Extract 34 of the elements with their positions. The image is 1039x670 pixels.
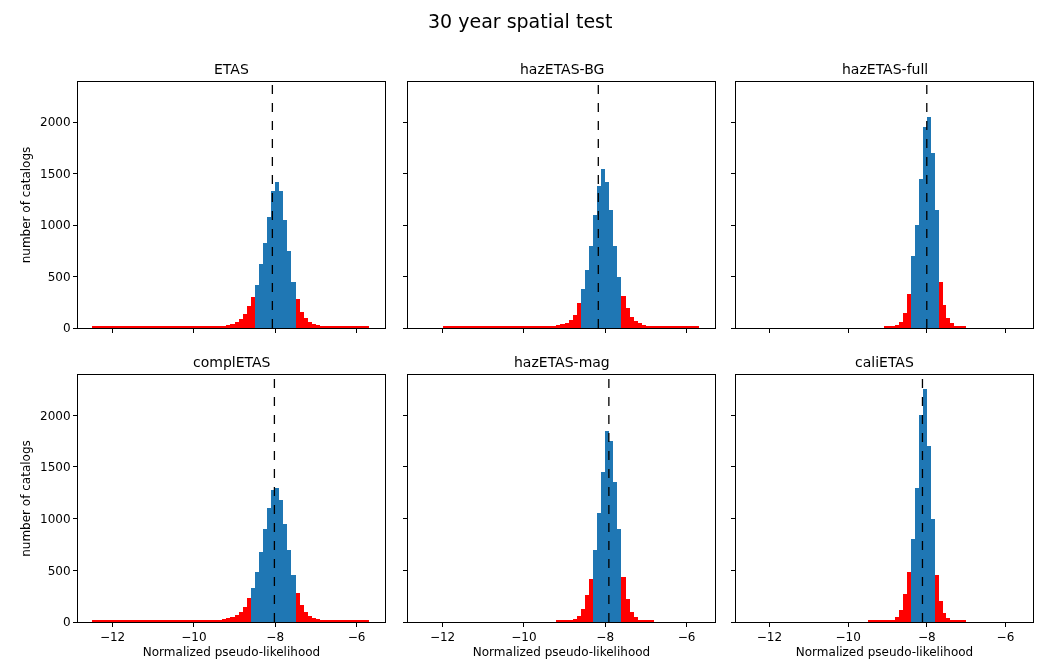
x-tick-label: −8 [266,630,285,645]
x-tick-label: −12 [429,630,456,645]
y-axis-title: number of catalogs [19,146,34,264]
y-tick-label: 1000 [40,511,71,526]
x-tick-label: −10 [835,630,861,645]
chart-title: hazETAS-BG [520,61,605,77]
chart-title: complETAS [193,354,271,370]
chart-title: hazETAS-mag [514,354,610,370]
x-tick-label: −10 [181,630,207,645]
x-axis-title: Normalized pseudo-likelihood [795,645,974,660]
y-tick-label: 500 [47,563,71,578]
y-tick-label: 2000 [40,408,71,423]
y-tick-label: 1000 [40,218,71,233]
x-tick-label: −12 [756,630,783,645]
y-tick-label: 0 [62,321,71,336]
y-tick-label: 1500 [40,460,71,475]
chart-title: ETAS [214,61,249,77]
x-tick-label: −12 [99,630,126,645]
chart-title: caliETAS [855,354,914,370]
x-tick-label: −8 [917,630,936,645]
x-tick-label: −6 [677,630,696,645]
text: 30 year spatial test [428,10,613,32]
y-tick-label: 500 [47,269,71,284]
y-tick-label: 2000 [40,115,71,130]
x-tick-label: −6 [996,630,1015,645]
x-tick-label: −8 [596,630,615,645]
x-axis-title: Normalized pseudo-likelihood [142,645,321,660]
x-tick-label: −10 [511,630,537,645]
x-axis-title: Normalized pseudo-likelihood [472,645,651,660]
x-tick-label: −6 [347,630,366,645]
y-tick-label: 1500 [40,166,71,181]
y-tick-label: 0 [62,615,71,630]
y-axis-title: number of catalogs [19,440,34,557]
chart-title: hazETAS-full [842,61,929,77]
